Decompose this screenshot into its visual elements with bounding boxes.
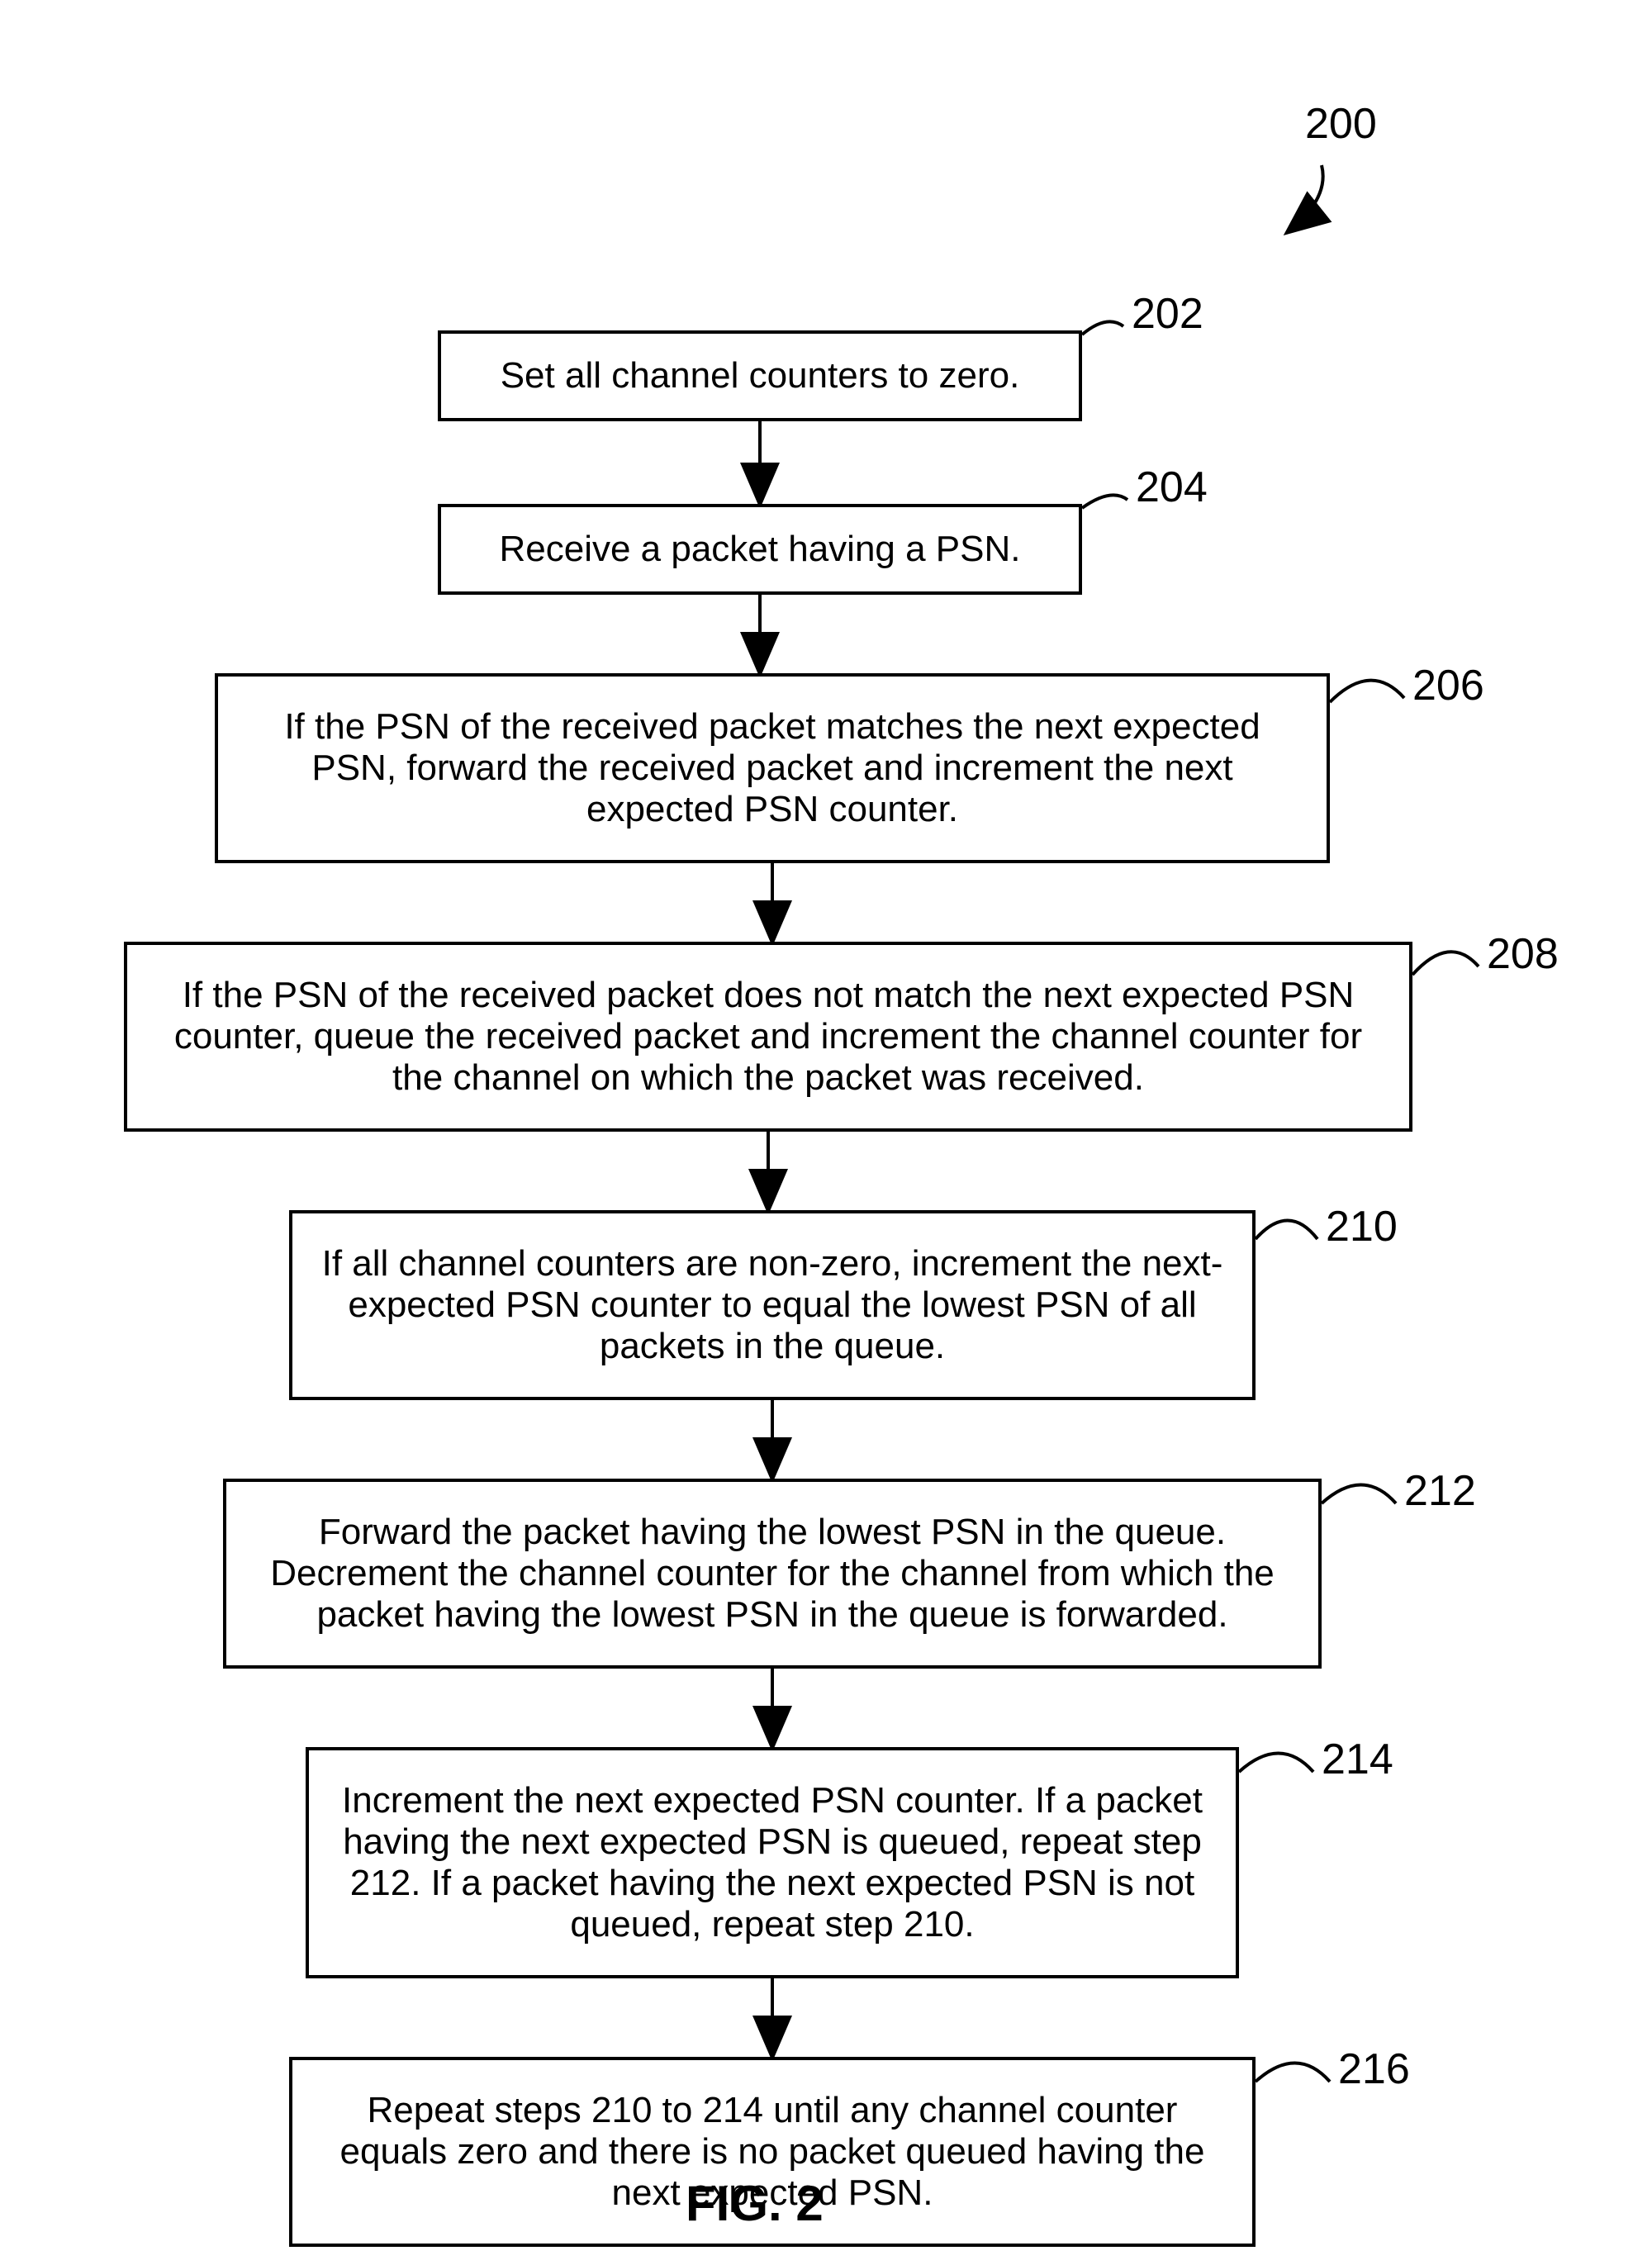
flow-step-text: If all channel counters are non-zero, in… xyxy=(317,1243,1227,1367)
ref-label-214: 214 xyxy=(1322,1735,1393,1784)
flow-step-206: If the PSN of the received packet matche… xyxy=(215,673,1330,863)
flow-step-204: Receive a packet having a PSN. xyxy=(438,504,1082,595)
flow-step-214: Increment the next expected PSN counter.… xyxy=(306,1747,1239,1978)
flow-step-text: Forward the packet having the lowest PSN… xyxy=(251,1512,1294,1636)
flow-step-202: Set all channel counters to zero. xyxy=(438,330,1082,421)
flow-step-208: If the PSN of the received packet does n… xyxy=(124,942,1412,1132)
flow-step-212: Forward the packet having the lowest PSN… xyxy=(223,1479,1322,1669)
ref-label-216: 216 xyxy=(1338,2044,1410,2094)
ref-label-204: 204 xyxy=(1136,463,1208,512)
flow-step-text: Increment the next expected PSN counter.… xyxy=(334,1780,1211,1945)
flow-step-text: Receive a packet having a PSN. xyxy=(499,529,1020,570)
ref-label-210: 210 xyxy=(1326,1202,1398,1251)
ref-label-206: 206 xyxy=(1412,661,1484,710)
diagram-ref-label: 200 xyxy=(1305,99,1377,149)
flowchart-canvas: Set all channel counters to zero. 202 Rece… xyxy=(0,0,1652,2265)
flow-step-text: Set all channel counters to zero. xyxy=(501,355,1020,396)
figure-caption: FIG. 2 xyxy=(686,2175,824,2232)
flow-step-210: If all channel counters are non-zero, in… xyxy=(289,1210,1256,1400)
ref-label-208: 208 xyxy=(1487,929,1559,979)
flow-step-text: If the PSN of the received packet matche… xyxy=(243,706,1302,830)
flow-step-text: If the PSN of the received packet does n… xyxy=(152,975,1384,1099)
ref-label-202: 202 xyxy=(1132,289,1203,339)
ref-label-212: 212 xyxy=(1404,1466,1476,1516)
